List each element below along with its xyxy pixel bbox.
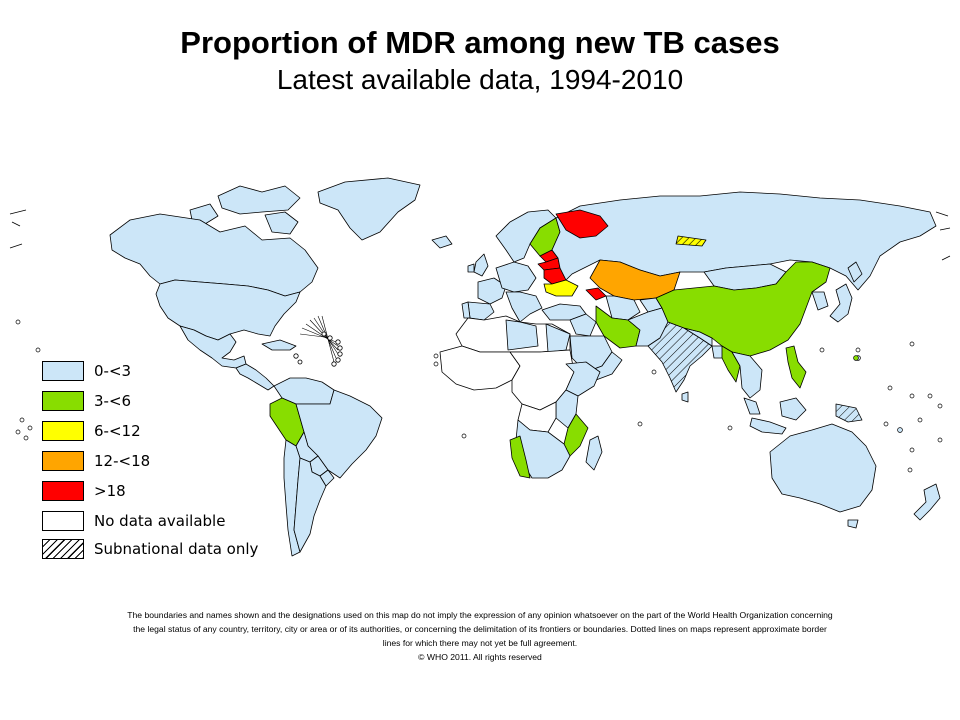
region-china [655,261,831,357]
legend-label: 6-<12 [94,422,141,440]
legend-label: >18 [94,482,126,500]
region-usa [155,279,301,341]
legend-label: 0-<3 [94,362,132,380]
legend-swatch [42,451,84,471]
region-spain [467,301,495,321]
legend-item: Subnational data only [42,539,302,561]
region-germany-central [495,261,537,293]
region-japan [829,283,853,323]
region-caribbean-islands [293,331,343,367]
disclaimer-line: lines for which there may not yet be ful… [382,638,578,648]
region-russia-tomsk-hatched [675,235,707,247]
region-australia [769,423,877,513]
region-pacific-blue-islands [855,355,903,433]
region-indochina [731,351,763,399]
legend-item: No data available [42,511,302,533]
region-central-america [235,363,275,391]
region-ethiopia-somalia [565,361,601,397]
region-small-islands [15,319,943,473]
legend-item: >18 [42,481,302,503]
region-arctic-islands-3 [264,211,299,235]
region-korea [811,291,829,311]
legend-swatch [42,421,84,441]
legend-item: 6-<12 [42,421,302,443]
legend-item: 0-<3 [42,361,302,383]
legend-swatch [42,539,84,559]
legend-item: 12-<18 [42,451,302,473]
region-mexico [179,325,247,369]
region-west-africa [439,345,521,391]
region-philippines [785,345,807,389]
legend-label: 12-<18 [94,452,151,470]
region-indonesia-2 [779,397,807,421]
legend-swatch [42,481,84,501]
region-pacific-green-islands [853,355,859,361]
region-algeria-blue [505,319,539,351]
region-france [477,277,507,305]
region-japan-north [847,261,863,283]
region-arctic-islands-2 [189,203,219,225]
region-tasmania [847,519,859,529]
region-madagascar [585,435,603,471]
legend-label: Subnational data only [94,540,259,558]
legend-swatch [42,391,84,411]
region-malaysia [743,397,761,415]
region-greenland [317,177,421,241]
region-iceland [431,235,453,249]
region-iraq-syria [569,313,597,337]
legend-label: No data available [94,512,226,530]
legend-swatch [42,361,84,381]
legend-label: 3-<6 [94,392,132,410]
legend-item: 3-<6 [42,391,302,413]
region-arctic-islands [217,185,301,215]
map-title: Proportion of MDR among new TB cases [180,25,780,60]
region-png [835,403,863,423]
region-cuba [261,339,297,351]
copyright: © WHO 2011. All rights reserved [418,652,542,662]
region-italy-balkans [505,291,543,323]
map-subtitle: Latest available data, 1994-2010 [276,64,684,95]
region-sri-lanka [681,391,689,403]
region-ukraine [543,279,579,297]
title-block: Proportion of MDR among new TB cases Lat… [0,24,960,98]
region-uk [473,253,489,277]
region-indonesia-1 [749,417,787,435]
disclaimer-line: The boundaries and names shown and the d… [127,610,833,620]
region-ireland [467,263,475,273]
disclaimer: The boundaries and names shown and the d… [12,608,948,664]
legend-swatch [42,511,84,531]
region-russia-northwest-red [555,209,609,239]
region-arctic-coast-fragments [9,209,951,261]
region-new-zealand [913,483,941,521]
disclaimer-line: the legal status of any country, territo… [133,624,827,634]
region-namibia [509,435,531,479]
region-uruguay [319,469,335,487]
world-map [9,177,951,557]
region-argentina [293,457,327,553]
